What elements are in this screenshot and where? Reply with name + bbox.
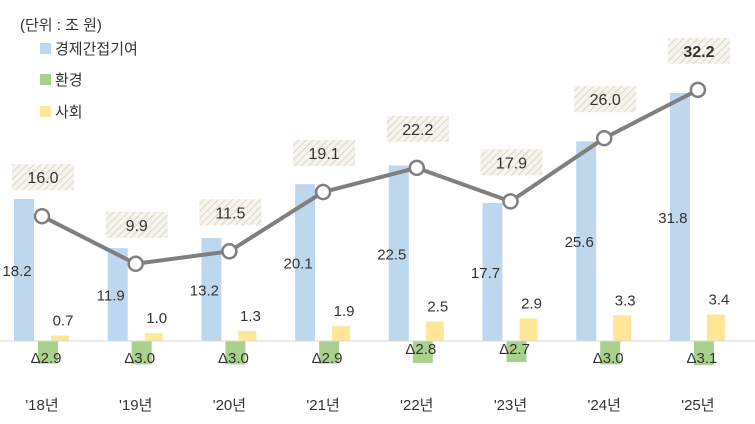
bar-social-7	[706, 314, 725, 341]
bar-social-1	[144, 333, 163, 341]
x-tick-label-7: '25년	[681, 397, 714, 414]
bar-label-environment-2: Δ3.0	[218, 350, 249, 367]
total-point-7	[689, 81, 707, 99]
bar-label-economic-1: 11.9	[97, 288, 125, 305]
total-point-3	[314, 183, 332, 201]
x-tick-label-6: '24년	[588, 397, 621, 414]
bar-label-social-2: 1.3	[240, 308, 261, 325]
bar-label-economic-5: 17.7	[471, 265, 500, 282]
bar-environment-3	[319, 341, 340, 364]
bar-label-social-3: 1.9	[334, 303, 355, 320]
bar-label-environment-7: Δ3.1	[686, 350, 717, 367]
total-point-1	[127, 255, 144, 273]
x-tick-label-2: '20년	[213, 397, 246, 414]
total-label-box-6	[574, 86, 637, 113]
bar-label-economic-7: 31.8	[658, 210, 687, 227]
bar-social-0	[51, 335, 69, 341]
bar-social-5	[519, 318, 538, 341]
legend-item-social: 사회	[40, 104, 83, 121]
total-label-4: 22.2	[402, 122, 433, 139]
total-label-2: 11.5	[215, 205, 245, 222]
bar-economic-2	[201, 238, 222, 341]
bar-economic-6	[576, 141, 597, 341]
total-point-2	[221, 243, 238, 260]
bar-environment-1	[131, 341, 152, 365]
bar-environment-4	[412, 341, 433, 363]
bar-economic-5	[482, 202, 503, 341]
total-point-0	[33, 207, 51, 225]
total-label-box-7	[667, 37, 730, 64]
legend-label-environment: 환경	[55, 72, 83, 89]
x-tick-label-3: '21년	[306, 397, 339, 414]
bar-label-social-1: 1.0	[146, 310, 167, 327]
legend: 경제간접기여 환경 사회	[40, 41, 138, 121]
total-label-box-5	[480, 149, 543, 176]
bar-label-environment-4: Δ2.8	[405, 341, 436, 358]
total-label-box-3	[293, 140, 356, 167]
bar-label-environment-5: Δ2.7	[499, 341, 530, 358]
bar-label-social-4: 2.5	[427, 299, 448, 316]
x-tick-label-0: '18년	[25, 397, 58, 414]
x-tick-label-4: '22년	[400, 397, 433, 414]
legend-swatch-social	[40, 106, 51, 117]
total-label-1: 9.9	[126, 218, 148, 235]
total-label-box-4	[386, 115, 449, 142]
plot-area: 18.2 0.7 Δ2.9 '18년 11.9 1.0 Δ3.0 '19년 13.2 1.3 Δ3.…	[0, 37, 755, 414]
legend-label-social: 사회	[55, 104, 83, 121]
total-label-6: 26.0	[590, 92, 621, 109]
total-label-3: 19.1	[309, 146, 340, 163]
total-point-5	[502, 193, 519, 210]
total-point-4	[408, 159, 426, 177]
bar-environment-7	[693, 341, 714, 366]
bar-economic-7	[669, 92, 690, 342]
bar-label-economic-6: 25.6	[565, 234, 594, 251]
legend-item-economic: 경제간접기여	[40, 41, 138, 58]
total-label-box-2	[199, 199, 262, 226]
bar-label-economic-3: 20.1	[283, 256, 312, 273]
bar-label-social-6: 3.3	[615, 292, 636, 309]
bar-social-6	[613, 315, 632, 341]
bar-label-environment-3: Δ2.9	[312, 350, 343, 367]
bar-environment-6	[600, 341, 621, 365]
bar-label-economic-2: 13.2	[190, 283, 219, 300]
total-label-0: 16.0	[27, 170, 58, 187]
bar-social-2	[238, 330, 257, 341]
bar-environment-0	[38, 341, 58, 364]
x-tick-label-1: '19년	[119, 397, 152, 414]
bar-environment-5	[506, 341, 527, 363]
bar-label-social-0: 0.7	[53, 313, 74, 330]
unit-label: (단위 : 조 원)	[20, 17, 102, 34]
bar-label-environment-0: Δ2.9	[31, 350, 62, 367]
bar-label-environment-6: Δ3.0	[593, 350, 624, 367]
total-label-box-0	[12, 164, 74, 191]
bar-label-economic-0: 18.2	[2, 263, 31, 280]
total-label-7: 32.2	[683, 44, 714, 61]
bar-environment-2	[225, 341, 246, 365]
total-label-box-1	[105, 211, 168, 238]
legend-swatch-environment	[40, 74, 51, 85]
bar-economic-0	[14, 199, 34, 341]
total-line	[41, 88, 699, 266]
bar-label-social-7: 3.4	[708, 291, 729, 308]
bar-label-environment-1: Δ3.0	[124, 350, 155, 367]
bar-label-social-5: 2.9	[521, 295, 542, 312]
bar-social-4	[425, 321, 444, 341]
total-point-6	[595, 129, 613, 147]
legend-swatch-economic	[40, 43, 51, 54]
total-label-5: 17.9	[496, 155, 527, 172]
x-tick-label-5: '23년	[494, 397, 527, 414]
legend-item-environment: 환경	[40, 72, 83, 89]
bar-economic-3	[295, 184, 316, 341]
bar-economic-4	[388, 165, 409, 341]
bar-economic-1	[107, 248, 128, 341]
bar-label-economic-4: 22.5	[377, 246, 406, 263]
legend-label-economic: 경제간접기여	[55, 41, 138, 58]
bar-social-3	[332, 326, 351, 341]
